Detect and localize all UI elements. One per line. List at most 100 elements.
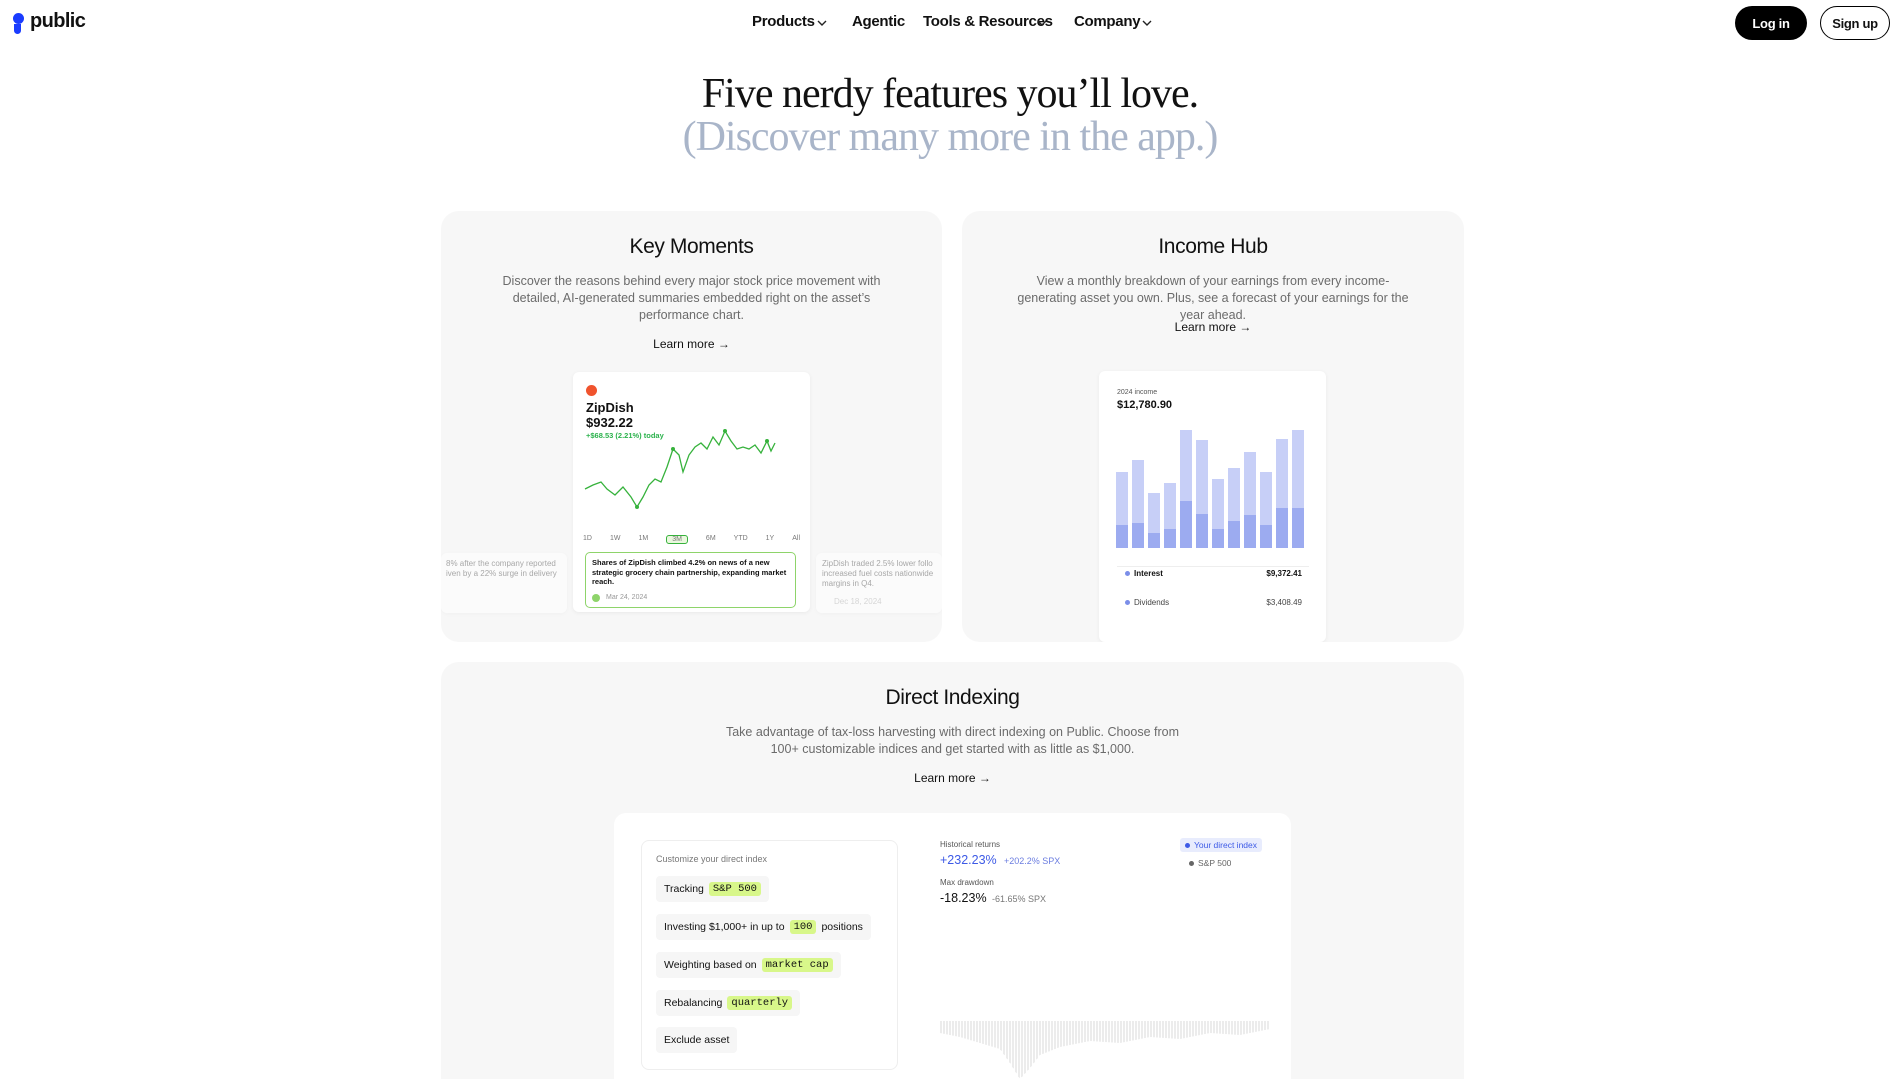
customize-box: Customize your direct index Tracking S&P … [641,840,898,1070]
dropdown[interactable]: market cap [761,958,833,972]
legend-dot [1185,843,1190,848]
drawdown-label: Max drawdown [940,878,994,887]
stock-icon [586,385,597,396]
card-title: Income Hub [1158,235,1268,258]
graphic [1116,501,1304,548]
graphic [1276,508,1288,548]
legend-name: Interest [1134,569,1163,578]
range-selector: 1D 1W 1M 3M 6M YTD 1Y All [583,535,800,544]
card-description: Take advantage of tax-loss harvesting wi… [725,725,1180,756]
tracking-row: Tracking S&P 500 [656,876,769,902]
legend-dot [1189,861,1194,866]
dropdown[interactable]: S&P 500 [708,882,761,896]
range[interactable]: 1W [609,535,621,542]
row-label: Rebalancing [664,997,723,1009]
range[interactable]: 1Y [765,535,775,542]
graphic [1212,529,1224,548]
graphic [671,447,675,451]
nav-company[interactable]: Company [1074,13,1141,30]
drawdown-spx: -61.65% SPX [992,894,1047,904]
dropdown[interactable]: quarterly [727,996,793,1010]
graphic [765,439,769,443]
stock-widget: ZipDish $932.22 +$68.53 (2.21%) today 1D… [573,372,810,612]
row-label: Exclude asset [664,1034,730,1046]
historical-value: +232.23% [940,853,997,867]
nav-products[interactable]: Products [752,13,815,30]
learn-more[interactable]: Learn more → [1174,320,1252,334]
price: $932.22 [586,415,633,430]
note-text: Shares of ZipDish climbed 4.2% on news o… [592,558,787,586]
legend-name: S&P 500 [1198,858,1232,868]
moment-note[interactable]: Shares of ZipDish climbed 4.2% on news o… [585,552,796,608]
graphic [584,429,776,509]
price-line [584,429,776,509]
drawdown-value: -18.23% [940,891,987,905]
graphic [1116,430,1304,548]
note-text: ZipDish traded 2.5% lower follo increase… [822,559,934,588]
ticker: ZipDish [586,400,634,415]
learn-more[interactable]: Learn more → [653,337,730,351]
weighting-row: Weighting based on market cap [656,952,841,978]
returns-chart [940,1021,1270,1079]
investing-row: Investing $1,000+ in up to 100 positions [656,914,871,940]
note-date: Dec 18, 2024 [834,597,882,606]
hero-subtitle: (Discover many more in the app.) [682,114,1219,160]
legend-name: Dividends [1134,598,1170,607]
divider [1117,566,1309,567]
card-title: Key Moments [629,235,754,258]
graphic [1228,521,1240,548]
card-description: Discover the reasons behind every major … [502,274,881,322]
graphic [1292,508,1304,548]
range[interactable]: All [792,535,800,542]
range[interactable]: 1M [638,535,649,542]
graphic [1132,523,1144,548]
nav-agentic[interactable]: Agentic [852,13,905,30]
nav-tools[interactable]: Tools & Resources [923,13,1053,30]
range-active[interactable]: 3M [666,535,688,544]
dropdown[interactable]: 100 [789,920,817,934]
side-note: ZipDish traded 2.5% lower follo increase… [816,553,942,613]
note-dot [592,594,600,602]
legend-amount: $9,372.41 [1266,569,1302,578]
income-widget: 2024 income $12,780.90 Interest $9,372.4… [1099,371,1326,642]
row-label: Investing $1,000+ in up to [664,921,785,933]
graphic [1180,501,1192,548]
graphic [1116,525,1128,548]
login-button[interactable]: Log in [1735,6,1807,40]
graphic [1196,514,1208,548]
logo-text[interactable]: public [30,10,86,32]
income-label: 2024 income [1117,389,1158,396]
graphic [940,1021,1270,1079]
key-moments-card: Key Moments Discover the reasons behind … [441,211,942,642]
range[interactable]: YTD [733,535,748,542]
row-suffix: positions [821,921,863,933]
income-total: $12,780.90 [1117,399,1173,411]
direct-indexing-card: Direct Indexing Take advantage of tax-lo… [441,662,1464,1079]
learn-more[interactable]: Learn more → [914,771,991,785]
signup-button[interactable]: Sign up [1820,6,1890,40]
note-date: Mar 24, 2024 [606,594,648,601]
historical-spx: +202.2% SPX [1004,856,1061,866]
hero-title: Five nerdy features you’ll love. [701,71,1199,117]
legend-amount: $3,408.49 [1266,598,1302,607]
range[interactable]: 1D [583,535,592,542]
graphic [817,20,827,26]
legend-dot [1125,571,1130,576]
range[interactable]: 6M [705,535,716,542]
side-note: 8% after the company reported iven by a … [441,553,567,613]
customize-title: Customize your direct index [656,854,768,864]
row-label: Weighting based on [664,959,757,971]
historical-label: Historical returns [940,840,1001,849]
chevron [1142,20,1152,26]
chevron [1037,20,1047,26]
legend-direct: Your direct index [1180,838,1263,852]
logo-dot [13,13,24,24]
index-panel: Customize your direct index Tracking S&P … [614,813,1291,1079]
exclude-row[interactable]: Exclude asset [656,1027,738,1053]
legend-name: Your direct index [1194,840,1258,850]
graphic [1142,20,1152,26]
rebalancing-row: Rebalancing quarterly [656,990,801,1016]
graphic [723,429,727,433]
graphic [1037,20,1047,26]
